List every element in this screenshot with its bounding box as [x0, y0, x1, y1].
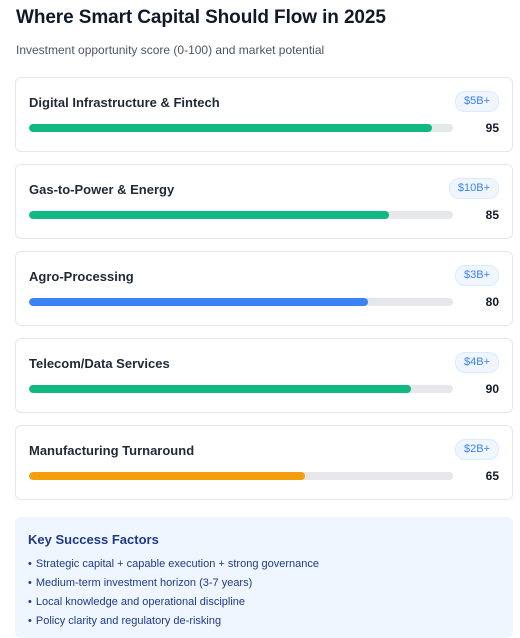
factor-text: Local knowledge and operational discipli…: [35, 596, 246, 608]
market-potential-badge: $10B+: [448, 178, 499, 199]
sector-cards: Digital Infrastructure & Fintech $5B+ 95…: [15, 77, 513, 512]
sector-card: Digital Infrastructure & Fintech $5B+ 95: [15, 77, 513, 152]
sector-name: Telecom/Data Services: [29, 356, 170, 371]
market-potential-badge: $4B+: [455, 352, 499, 373]
score-bar: [29, 124, 432, 132]
key-success-factors-panel: Key Success Factors • Strategic capital +…: [15, 517, 513, 638]
score-value: 95: [485, 121, 499, 135]
factor-item: • Policy clarity and regulatory de-riskin…: [28, 612, 500, 631]
factor-item: • Strategic capital + capable execution +…: [28, 555, 500, 574]
sector-card: Agro-Processing $3B+ 80: [15, 251, 513, 326]
market-potential-badge: $3B+: [455, 265, 499, 286]
factor-text: Medium-term investment horizon (3-7 year…: [35, 577, 253, 589]
factors-list: • Strategic capital + capable execution +…: [28, 555, 500, 631]
page-title: Where Smart Capital Should Flow in 2025: [16, 7, 386, 28]
score-bar: [29, 472, 305, 480]
bullet-icon: •: [28, 615, 32, 627]
market-potential-badge: $5B+: [455, 91, 499, 112]
score-value: 65: [485, 469, 499, 483]
score-value: 80: [485, 295, 499, 309]
score-bar-track: [29, 211, 453, 219]
sector-card: Gas-to-Power & Energy $10B+ 85: [15, 164, 513, 239]
factor-text: Policy clarity and regulatory de-risking: [35, 615, 222, 627]
factor-text: Strategic capital + capable execution + …: [35, 558, 319, 570]
sector-card: Telecom/Data Services $4B+ 90: [15, 338, 513, 413]
sector-name: Digital Infrastructure & Fintech: [29, 95, 220, 110]
bullet-icon: •: [28, 558, 32, 570]
score-bar: [29, 211, 390, 219]
factor-item: • Medium-term investment horizon (3-7 yea…: [28, 574, 500, 593]
score-value: 90: [485, 382, 499, 396]
factor-item: • Local knowledge and operational discipl…: [28, 593, 500, 612]
score-bar-track: [29, 472, 453, 480]
score-bar-track: [29, 385, 453, 393]
bullet-icon: •: [28, 577, 32, 589]
sector-name: Gas-to-Power & Energy: [29, 182, 175, 197]
factors-title: Key Success Factors: [28, 532, 159, 547]
score-bar-track: [29, 124, 453, 132]
market-potential-badge: $2B+: [455, 439, 499, 460]
sector-name: Manufacturing Turnaround: [29, 443, 195, 458]
score-bar: [29, 298, 369, 306]
score-bar: [29, 385, 411, 393]
sector-card: Manufacturing Turnaround $2B+ 65: [15, 425, 513, 500]
sector-name: Agro-Processing: [29, 269, 134, 284]
score-value: 85: [485, 208, 499, 222]
bullet-icon: •: [28, 596, 32, 608]
score-bar-track: [29, 298, 453, 306]
page-subtitle: Investment opportunity score (0-100) and…: [16, 43, 325, 57]
